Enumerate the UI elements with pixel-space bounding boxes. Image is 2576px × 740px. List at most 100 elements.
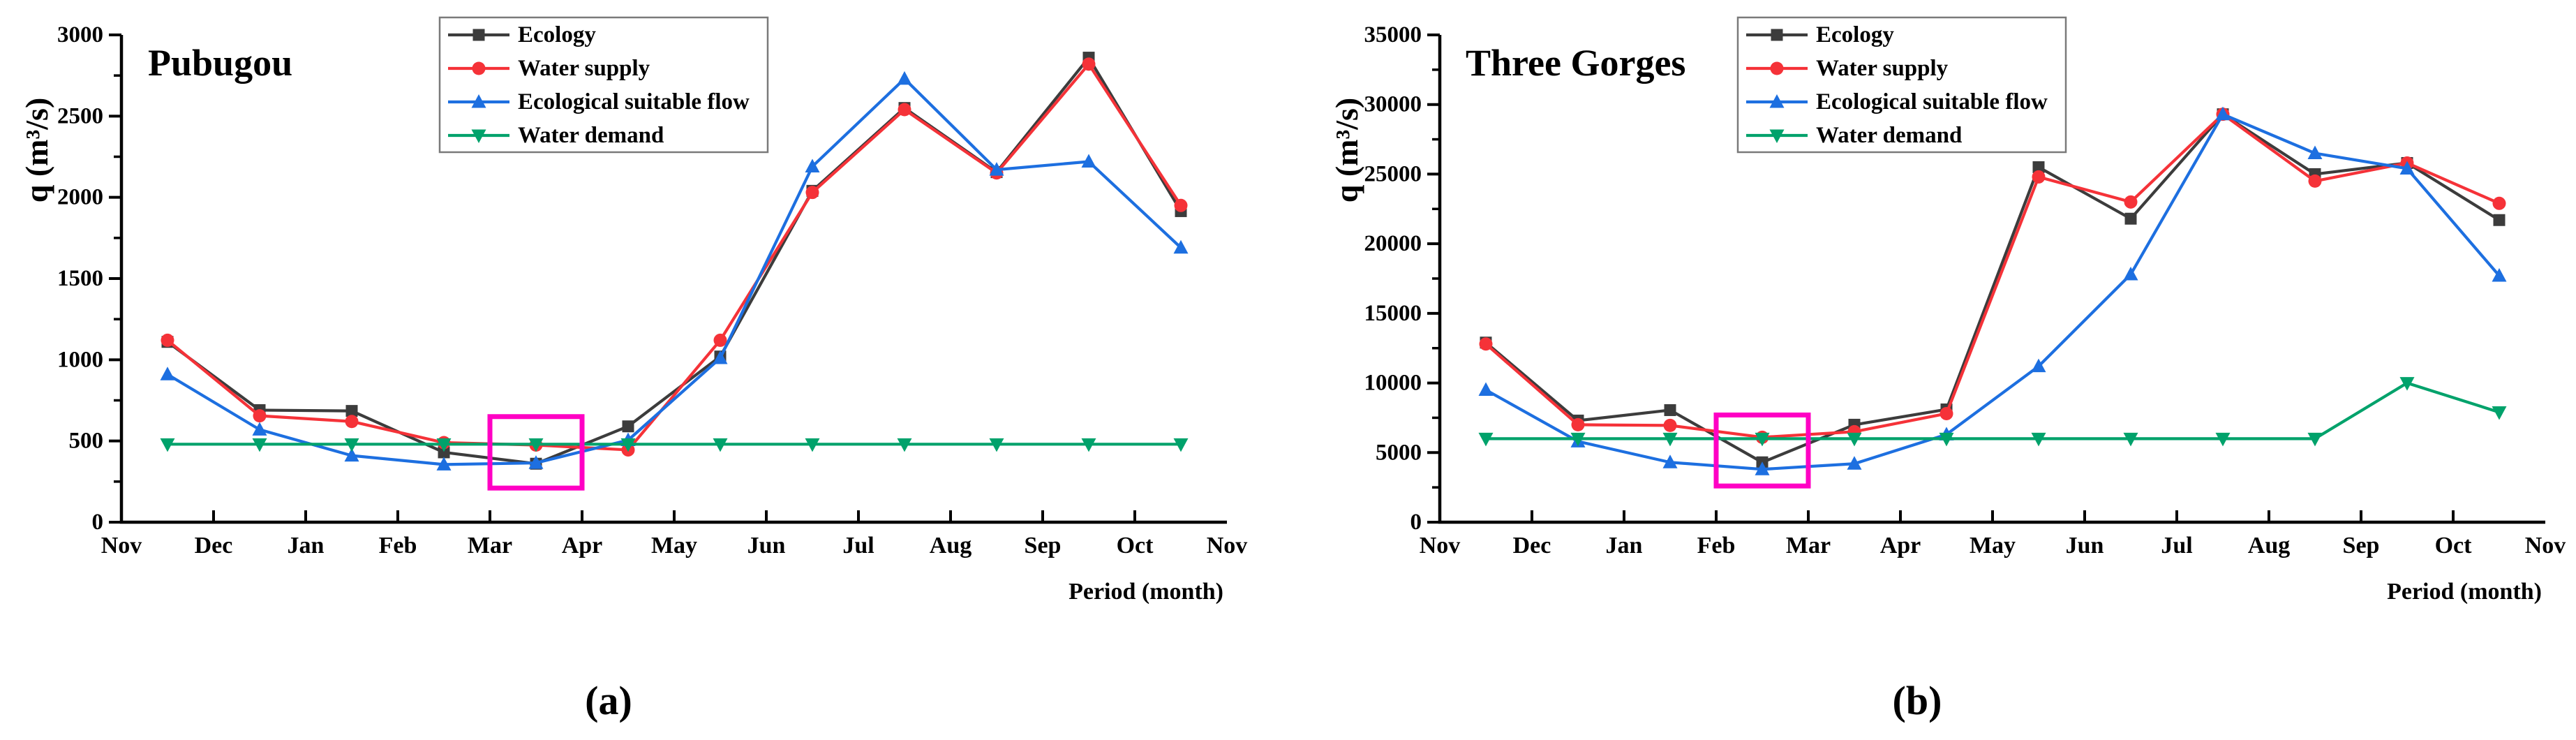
legend-label: Ecological suitable flow (518, 89, 750, 114)
series-line-water-supply (165, 62, 1183, 452)
x-month-label: Oct (1117, 533, 1154, 558)
x-month-label: Dec (1513, 533, 1551, 558)
data-point-water-demand (897, 438, 912, 452)
x-month-label: Nov (101, 533, 142, 558)
highlight-box (1713, 412, 1811, 489)
legend-marker-triangle-down-icon (1769, 129, 1785, 143)
data-point-ecology (622, 420, 634, 433)
data-point-water-supply (898, 103, 911, 117)
data-point-water-supply (345, 415, 359, 429)
legend-entry-water-supply: Water supply (448, 56, 650, 81)
legend-marker-circle-icon (472, 61, 486, 75)
data-point-ecological-suitable-flow (2307, 145, 2323, 160)
data-point-water-supply (805, 186, 819, 200)
data-point-water-demand (2492, 406, 2507, 420)
series-water-supply (1479, 108, 2506, 444)
data-point-water-supply (2124, 195, 2138, 209)
data-point-water-demand (805, 438, 820, 452)
legend-entry-ecology: Ecology (1746, 22, 1894, 47)
y-tick-label: 1000 (57, 347, 103, 372)
data-point-water-supply (713, 333, 727, 347)
legend-entry-water-demand: Water demand (1746, 123, 1962, 148)
data-point-ecology (438, 446, 450, 459)
x-month-label: Mar (468, 533, 512, 558)
legend-label: Ecology (518, 22, 596, 47)
x-month-label: Jul (2161, 533, 2192, 558)
x-month-label: Sep (2343, 533, 2380, 558)
data-point-water-demand (989, 438, 1004, 452)
data-point-water-supply (2308, 174, 2322, 188)
panel-three-gorges: 0 5000 10000 15000 20000 25000 30000 35000 Nov De… (1329, 16, 2566, 605)
legend-label: Ecological suitable flow (1816, 89, 2048, 114)
x-month-label: May (1970, 533, 2016, 558)
data-point-ecological-suitable-flow (897, 71, 912, 85)
x-month-label: Apr (562, 533, 603, 558)
data-point-water-demand (1755, 432, 1770, 447)
data-point-water-demand (2123, 432, 2138, 447)
x-month-label: Feb (379, 533, 417, 558)
series-ecological-suitable-flow (160, 71, 1189, 471)
data-point-water-demand (2399, 377, 2415, 391)
x-month-label: Mar (1786, 533, 1831, 558)
y-tick-label: 3000 (57, 22, 103, 47)
legend-entry-water-supply: Water supply (1746, 56, 1949, 81)
y-axis-title: q (m³/s) (1329, 98, 1364, 203)
data-point-water-supply (161, 333, 174, 347)
data-point-water-demand (2307, 432, 2323, 447)
legend-entry-ecological-suitable-flow: Ecological suitable flow (448, 89, 750, 114)
x-month-label: Aug (930, 533, 971, 558)
data-point-ecological-suitable-flow (1478, 382, 1494, 397)
x-month-label: Nov (1420, 533, 1461, 558)
data-point-water-demand (1570, 432, 1586, 447)
data-point-water-supply (1479, 337, 1493, 351)
data-point-ecological-suitable-flow (344, 447, 359, 462)
data-point-water-demand (1478, 432, 1494, 447)
data-point-water-supply (1174, 198, 1188, 212)
y-tick-label: 15000 (1364, 301, 1422, 326)
data-point-ecology (1664, 404, 1676, 416)
series-water-demand (1478, 377, 2507, 447)
y-tick-label: 1500 (57, 266, 103, 291)
y-tick-label: 2000 (57, 185, 103, 210)
data-point-water-demand (713, 438, 728, 452)
series-line-ecology (1484, 112, 2501, 464)
panel-a-caption: (a) (585, 678, 632, 723)
series-line-ecological-suitable-flow (165, 77, 1183, 466)
legend-marker-triangle-down-icon (471, 129, 486, 143)
data-point-ecological-suitable-flow (1173, 239, 1189, 254)
x-month-label: May (651, 533, 697, 558)
data-point-water-demand (2215, 432, 2231, 447)
data-point-ecological-suitable-flow (2031, 358, 2046, 373)
data-point-water-demand (344, 438, 359, 452)
series-line-water-demand (1484, 381, 2501, 441)
data-point-ecological-suitable-flow (805, 158, 820, 172)
data-point-ecological-suitable-flow (2123, 267, 2138, 281)
data-point-water-demand (252, 438, 267, 452)
legend-marker-square-icon (472, 29, 485, 41)
y-tick-label: 500 (69, 429, 104, 454)
series-ecology (1480, 108, 2506, 468)
x-axis-title: Period (month) (2387, 579, 2542, 605)
y-tick-label: 2500 (57, 103, 103, 128)
data-point-water-demand (1081, 438, 1096, 452)
series-ecological-suitable-flow (1478, 106, 2507, 475)
series-line-water-supply (1484, 112, 2501, 439)
data-point-ecological-suitable-flow (1081, 154, 1096, 168)
data-point-ecology (2124, 212, 2137, 225)
data-point-ecological-suitable-flow (1847, 456, 1862, 470)
data-point-water-supply (2032, 170, 2046, 184)
data-point-ecological-suitable-flow (1755, 461, 1770, 475)
legend-marker-square-icon (1771, 29, 1783, 41)
legend: Ecology Water supply Ecological suitable f… (1736, 16, 2067, 154)
data-point-ecological-suitable-flow (2492, 268, 2507, 282)
y-axis-title: q (m³/s) (19, 98, 54, 203)
data-point-water-demand (528, 438, 544, 452)
data-point-water-supply (253, 409, 267, 423)
data-point-ecological-suitable-flow (1662, 454, 1678, 468)
x-month-label: Nov (2525, 533, 2566, 558)
data-point-water-demand (1173, 438, 1189, 452)
x-axis-title: Period (month) (1069, 579, 1223, 605)
data-point-ecological-suitable-flow (2215, 106, 2231, 121)
